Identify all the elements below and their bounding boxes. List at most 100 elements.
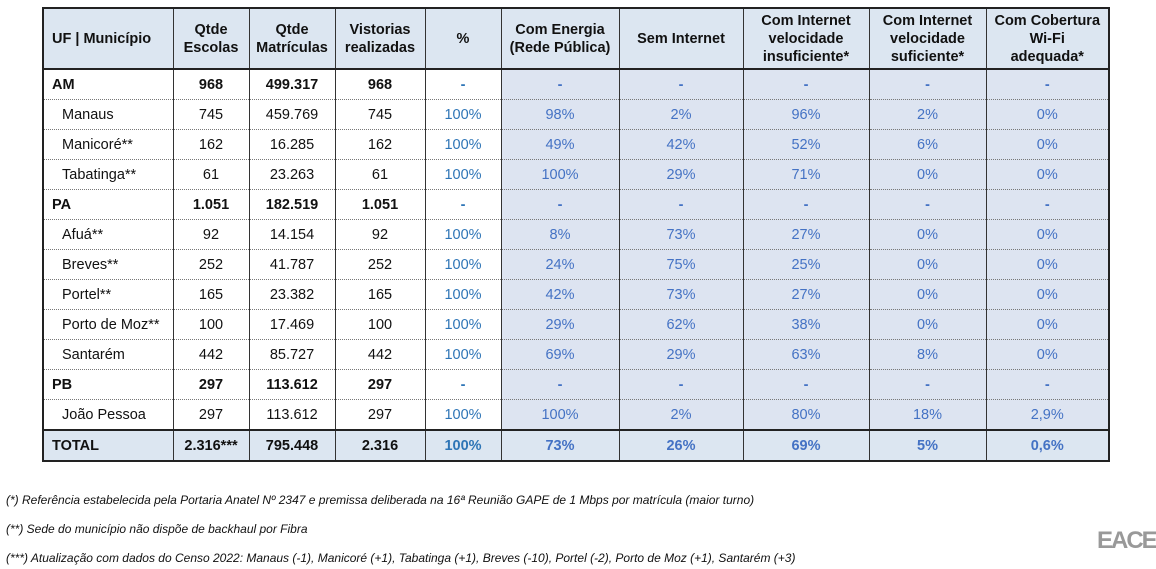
table-cell: 71% <box>742 159 870 190</box>
table-cell: - <box>618 369 744 400</box>
table-cell: 96% <box>742 99 870 130</box>
data-table: UF | Município Qtde Escolas Qtde Matrícula… <box>42 7 1110 462</box>
table-cell: 23.382 <box>248 279 336 310</box>
table-cell: 968 <box>172 69 250 100</box>
table-cell: 0% <box>868 219 987 250</box>
header-cell: Com Internet velocidade insuficiente* <box>742 7 870 70</box>
table-row: PA 1.051 182.519 1.051- - - - - - <box>42 189 1110 220</box>
footnote: (***) Atualização com dados do Censo 202… <box>6 551 796 565</box>
table-cell: 69% <box>742 429 870 462</box>
table-cell: TOTAL <box>42 429 174 462</box>
logo: EACE <box>1097 527 1156 554</box>
table-cell: 0% <box>868 249 987 280</box>
table-cell: 75% <box>618 249 744 280</box>
table-cell: Breves** <box>42 249 174 280</box>
table-cell: PB <box>42 369 174 400</box>
table-cell: AM <box>42 69 174 100</box>
table-row: Santarém 442 85.727 442 100% 69% 29% 63% 8% 0% <box>42 339 1110 370</box>
table-cell: Portel** <box>42 279 174 310</box>
header-cell: Com Energia (Rede Pública) <box>500 7 620 70</box>
header-cell: Vistorias realizadas <box>334 7 426 70</box>
table-cell: 29% <box>618 159 744 190</box>
table-cell: 8% <box>868 339 987 370</box>
table-cell: - <box>618 69 744 100</box>
table-row: TOTAL 2.316*** 795.448 2.316 100% 73% 26% 69% 5%… <box>42 429 1110 462</box>
table-cell: 182.519 <box>248 189 336 220</box>
table-cell: 38% <box>742 309 870 340</box>
table-cell: - <box>424 69 502 100</box>
table-cell: 24% <box>500 249 620 280</box>
table-cell: 100% <box>424 279 502 310</box>
header-cell: Com Internet velocidade suficiente* <box>868 7 987 70</box>
header-cell: % <box>424 7 502 70</box>
table-cell: 17.469 <box>248 309 336 340</box>
table-cell: 26% <box>618 429 744 462</box>
table-cell: Santarém <box>42 339 174 370</box>
table-cell: - <box>868 369 987 400</box>
table-cell: 113.612 <box>248 399 336 431</box>
table-cell: 297 <box>334 399 426 431</box>
header-cell: Sem Internet <box>618 7 744 70</box>
table-cell: 100% <box>424 429 502 462</box>
table-row: Manicoré** 162 16.285 162 100% 49% 42% 52% 6% 0% <box>42 129 1110 160</box>
table-cell: 0% <box>985 219 1110 250</box>
table-cell: 0% <box>985 99 1110 130</box>
table-cell: - <box>742 369 870 400</box>
table-cell: 165 <box>172 279 250 310</box>
table-cell: - <box>985 369 1110 400</box>
table-cell: Manicoré** <box>42 129 174 160</box>
table-cell: 0% <box>985 249 1110 280</box>
table-cell: PA <box>42 189 174 220</box>
table-cell: João Pessoa <box>42 399 174 431</box>
table-cell: 100% <box>424 99 502 130</box>
table-cell: 14.154 <box>248 219 336 250</box>
table-cell: 25% <box>742 249 870 280</box>
table-cell: 6% <box>868 129 987 160</box>
header-cell: Qtde Escolas <box>172 7 250 70</box>
table-row: João Pessoa 297 113.612 297 100% 100% 2% 80% 18%… <box>42 399 1110 431</box>
table-cell: 100 <box>172 309 250 340</box>
table-cell: 1.051 <box>172 189 250 220</box>
table-cell: 162 <box>172 129 250 160</box>
table-cell: 745 <box>334 99 426 130</box>
table-cell: 0% <box>985 309 1110 340</box>
table-cell: 0,6% <box>985 429 1110 462</box>
table-cell: 2.316*** <box>172 429 250 462</box>
table-cell: 113.612 <box>248 369 336 400</box>
table-cell: 100% <box>424 249 502 280</box>
table-cell: 100% <box>424 219 502 250</box>
table-cell: 73% <box>500 429 620 462</box>
table-cell: 968 <box>334 69 426 100</box>
table-row: Manaus 745 459.769 745 100% 98% 2% 96% 2% 0% <box>42 99 1110 130</box>
table-cell: 442 <box>334 339 426 370</box>
table-cell: 92 <box>334 219 426 250</box>
table-cell: 2.316 <box>334 429 426 462</box>
table-row: AM 968 499.317 968- - - - - - <box>42 69 1110 100</box>
table-cell: 23.263 <box>248 159 336 190</box>
table-cell: 1.051 <box>334 189 426 220</box>
table-cell: 100% <box>500 159 620 190</box>
table-cell: 61 <box>172 159 250 190</box>
table-cell: 18% <box>868 399 987 431</box>
table-cell: Manaus <box>42 99 174 130</box>
table-cell: 499.317 <box>248 69 336 100</box>
table-cell: 73% <box>618 219 744 250</box>
table-cell: 41.787 <box>248 249 336 280</box>
table-cell: 100% <box>424 399 502 431</box>
table-cell: - <box>424 189 502 220</box>
table-cell: 2% <box>868 99 987 130</box>
table-cell: 0% <box>985 159 1110 190</box>
table-cell: - <box>500 69 620 100</box>
table-cell: 5% <box>868 429 987 462</box>
table-cell: 27% <box>742 219 870 250</box>
table-cell: - <box>742 69 870 100</box>
table-cell: Porto de Moz** <box>42 309 174 340</box>
table-cell: 16.285 <box>248 129 336 160</box>
table-row: Portel** 165 23.382 165 100% 42% 73% 27% 0% 0% <box>42 279 1110 310</box>
table-cell: 459.769 <box>248 99 336 130</box>
table-cell: 29% <box>500 309 620 340</box>
table-cell: 98% <box>500 99 620 130</box>
table-cell: 442 <box>172 339 250 370</box>
table-row: Tabatinga** 61 23.263 61 100% 100% 29% 71% 0% 0% <box>42 159 1110 190</box>
